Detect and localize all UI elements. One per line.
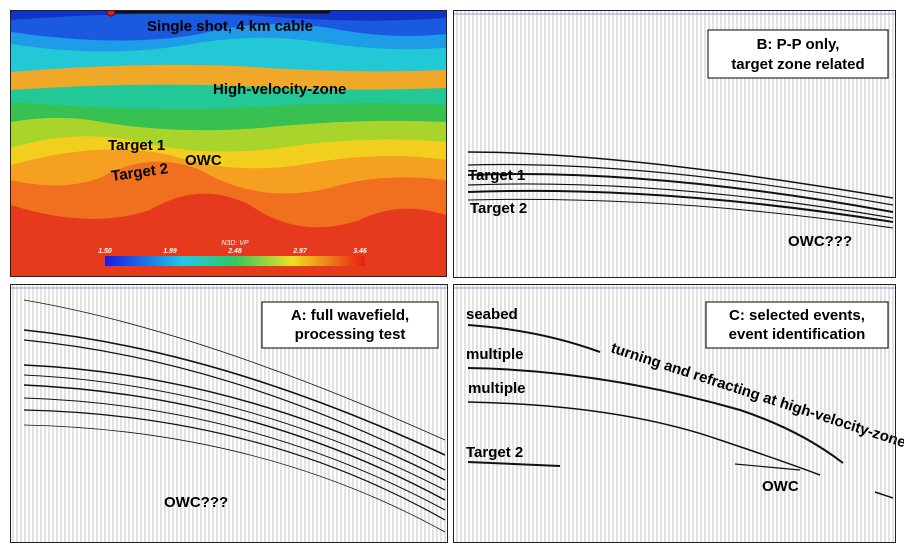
model-title: Single shot, 4 km cable (147, 18, 313, 35)
caption: processing test (295, 326, 406, 343)
caption: A: full wavefield, (291, 307, 409, 324)
colorbar-tick: 2.48 (227, 248, 242, 255)
colorbar-tick: 1.99 (163, 248, 177, 255)
target1-label: Target 1 (468, 167, 525, 184)
colorbar-tick: 2.97 (292, 248, 308, 255)
colorbar-label: N3D: VP (221, 240, 249, 247)
multiple-label: multiple (468, 380, 526, 397)
source-marker (107, 8, 115, 16)
owc-label: OWC (762, 478, 799, 495)
hvz-label: High-velocity-zone (213, 81, 346, 98)
caption: C: selected events, (729, 307, 865, 324)
panel-a: A: full wavefield, processing test OWC??… (11, 285, 447, 543)
caption: B: P-P only, (757, 36, 840, 53)
target1-label: Target 1 (108, 137, 165, 154)
caption: target zone related (731, 56, 864, 73)
owc-label: OWC??? (788, 233, 852, 250)
caption: event identification (729, 326, 866, 343)
colorbar-tick: 1.50 (98, 248, 112, 255)
owc-label: OWC (185, 152, 222, 169)
panel-b: B: P-P only, target zone related Target … (454, 11, 895, 277)
velocity-model: Single shot, 4 km cable High-velocity-zo… (11, 8, 446, 276)
colorbar (105, 256, 365, 266)
panel-c: C: selected events, event identification… (454, 285, 904, 543)
page: {"velocity_model": {"title": "Single sho… (0, 0, 904, 543)
multiple-label: multiple (466, 346, 524, 363)
colorbar-tick: 3.46 (353, 248, 367, 255)
seabed-label: seabed (466, 306, 518, 323)
target2-label: Target 2 (466, 444, 523, 461)
figure: Single shot, 4 km cable High-velocity-zo… (0, 0, 904, 543)
owc-label: OWC??? (164, 494, 228, 511)
target2-label: Target 2 (470, 200, 527, 217)
